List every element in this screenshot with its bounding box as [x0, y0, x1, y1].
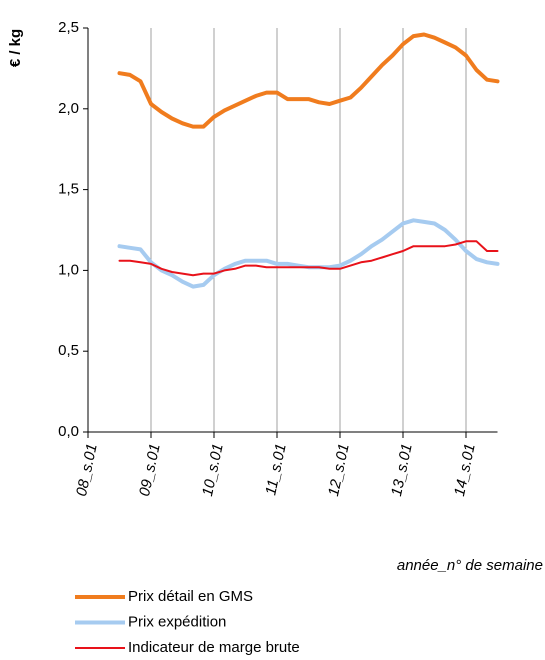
- y-tick-label: 0,0: [58, 423, 79, 440]
- y-axis-title: € / kg: [7, 29, 24, 67]
- x-tick-label: 09_s.01: [136, 442, 164, 498]
- y-tick-label: 1,0: [58, 261, 79, 278]
- y-tick-label: 2,5: [58, 19, 79, 36]
- x-tick-label: 14_s.01: [451, 442, 479, 498]
- legend-label: Indicateur de marge brute: [128, 639, 300, 656]
- series-line: [118, 240, 499, 277]
- legend-label: Prix expédition: [128, 613, 226, 630]
- x-axis-title: année_n° de semaine: [397, 557, 543, 574]
- y-tick-label: 0,5: [58, 342, 79, 359]
- x-tick-label: 12_s.01: [325, 442, 353, 498]
- x-tick-label: 08_s.01: [73, 442, 101, 498]
- series-line: [117, 218, 500, 289]
- y-tick-label: 1,5: [58, 181, 79, 198]
- y-tick-label: 2,0: [58, 100, 79, 117]
- x-tick-label: 11_s.01: [262, 442, 289, 497]
- series-line: [117, 32, 500, 129]
- legend-label: Prix détail en GMS: [128, 588, 253, 605]
- x-tick-label: 10_s.01: [199, 442, 227, 498]
- x-tick-label: 13_s.01: [388, 442, 416, 498]
